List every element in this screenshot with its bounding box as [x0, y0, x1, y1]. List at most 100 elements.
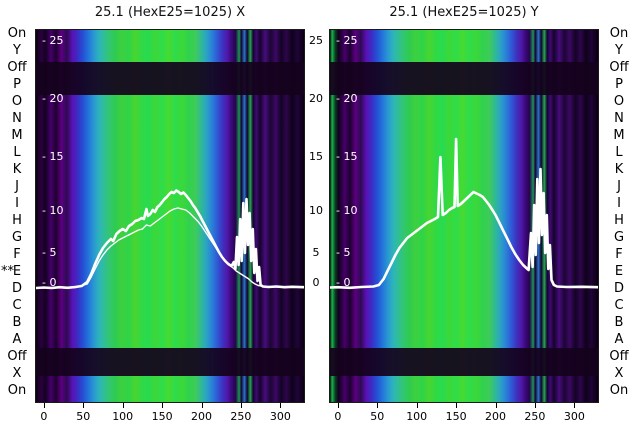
- y-tick-label-inner: - 0: [42, 276, 57, 289]
- y-tick-label-inner: - 20: [42, 92, 64, 105]
- row-label-left: Off: [7, 349, 27, 364]
- right-panel-title: 25.1 (HexE25=1025) Y: [389, 5, 539, 20]
- beam-profile-x-secondary: [36, 207, 304, 289]
- row-label-right: Off: [609, 60, 629, 75]
- row-label-left: B: [12, 315, 22, 330]
- marker-stars: **: [1, 264, 14, 279]
- x-tick-mark: [162, 403, 164, 408]
- row-label-right: D: [613, 281, 624, 296]
- row-label-right: H: [614, 213, 624, 228]
- row-label-right: G: [613, 230, 625, 245]
- x-tick-label: 50: [370, 410, 385, 423]
- right-panel: - 25 - 20 - 15 - 10 - 5 - 0: [329, 29, 599, 403]
- profile-overlay: [36, 189, 304, 290]
- row-label-right: Y: [615, 43, 623, 58]
- y-tick-label-gap: 20: [309, 92, 323, 105]
- row-label-left: Y: [13, 43, 21, 58]
- row-label-left: C: [12, 298, 22, 313]
- beam-profile-y-main: [330, 137, 598, 290]
- x-tick-label: 200: [485, 410, 506, 423]
- row-label-left: G: [11, 230, 23, 245]
- y-tick-label-gap: 10: [309, 204, 323, 217]
- row-label-left: On: [7, 383, 27, 398]
- left-panel-title: 25.1 (HexE25=1025) X: [94, 5, 246, 20]
- y-tick-label-gap: 25: [309, 34, 323, 47]
- row-label-right: O: [613, 94, 625, 109]
- row-label-right: X: [614, 366, 624, 381]
- y-tick-label-inner: - 10: [42, 204, 64, 217]
- x-tick-label: 300: [269, 410, 291, 423]
- x-tick-label: 150: [445, 410, 467, 423]
- x-tick-mark: [280, 403, 282, 408]
- row-label-left: F: [13, 247, 21, 262]
- y-tick-label-inner: - 0: [336, 276, 351, 289]
- row-label-left: O: [11, 94, 23, 109]
- x-tick-mark: [495, 403, 497, 408]
- row-label-right: M: [613, 128, 625, 143]
- row-label-right: C: [614, 298, 624, 313]
- row-label-right: L: [615, 145, 623, 160]
- row-label-right: F: [615, 247, 623, 262]
- x-tick-label: 150: [151, 410, 173, 423]
- row-label-right: E: [614, 264, 624, 279]
- y-tick-label-inner: - 5: [42, 246, 57, 259]
- profile-overlay: [330, 137, 598, 290]
- row-label-right: I: [617, 196, 621, 211]
- x-tick-mark: [534, 403, 536, 408]
- row-label-right: A: [614, 332, 624, 347]
- row-label-left: J: [15, 179, 19, 194]
- x-tick-label: 50: [76, 410, 91, 423]
- row-label-right: K: [614, 162, 624, 177]
- x-tick-label: 250: [524, 410, 546, 423]
- row-label-left: P: [13, 77, 21, 92]
- row-label-right: N: [614, 111, 624, 126]
- y-tick-label-inner: - 5: [336, 246, 351, 259]
- row-label-left: D: [11, 281, 22, 296]
- y-tick-label-inner: - 15: [42, 150, 64, 163]
- y-tick-label-inner: - 25: [336, 34, 358, 47]
- x-tick-mark: [201, 403, 203, 408]
- x-tick-mark: [83, 403, 85, 408]
- row-label-left: N: [12, 111, 22, 126]
- row-label-left: M: [11, 128, 23, 143]
- row-label-right: On: [609, 26, 629, 41]
- row-label-right: Off: [609, 349, 629, 364]
- x-tick-label: 200: [191, 410, 212, 423]
- row-label-left: On: [7, 26, 27, 41]
- x-tick-label: 250: [230, 410, 252, 423]
- row-label-left: Off: [7, 60, 27, 75]
- row-label-left: I: [15, 196, 19, 211]
- x-tick-label: 0: [334, 410, 342, 423]
- y-tick-label-gap: 0: [312, 276, 320, 289]
- y-tick-label-gap: 5: [312, 246, 320, 259]
- row-label-left: E: [12, 264, 22, 279]
- y-tick-label-gap: 15: [309, 150, 323, 163]
- x-tick-mark: [240, 403, 242, 408]
- x-tick-mark: [377, 403, 379, 408]
- row-label-left: L: [13, 145, 21, 160]
- x-tick-mark: [456, 403, 458, 408]
- x-tick-label: 0: [40, 410, 48, 423]
- x-tick-mark: [122, 403, 124, 408]
- y-tick-label-inner: - 25: [42, 34, 64, 47]
- row-label-left: K: [12, 162, 22, 177]
- x-tick-mark: [416, 403, 418, 408]
- row-label-right: J: [617, 179, 621, 194]
- beam-profile-x-main: [36, 189, 304, 290]
- x-tick-label: 100: [112, 410, 134, 423]
- row-label-right: P: [615, 77, 623, 92]
- left-panel: - 25 - 20 - 15 - 10 - 5 - 0: [35, 29, 305, 403]
- x-tick-label: 100: [406, 410, 428, 423]
- y-tick-label-inner: - 10: [336, 204, 358, 217]
- y-tick-label-inner: - 20: [336, 92, 358, 105]
- row-label-left: A: [12, 332, 22, 347]
- row-label-left: H: [12, 213, 22, 228]
- row-label-right: On: [609, 383, 629, 398]
- x-tick-mark: [43, 403, 45, 408]
- x-tick-mark: [337, 403, 339, 408]
- row-label-left: X: [12, 366, 22, 381]
- x-tick-mark: [574, 403, 576, 408]
- x-tick-label: 300: [563, 410, 585, 423]
- y-tick-label-inner: - 15: [336, 150, 358, 163]
